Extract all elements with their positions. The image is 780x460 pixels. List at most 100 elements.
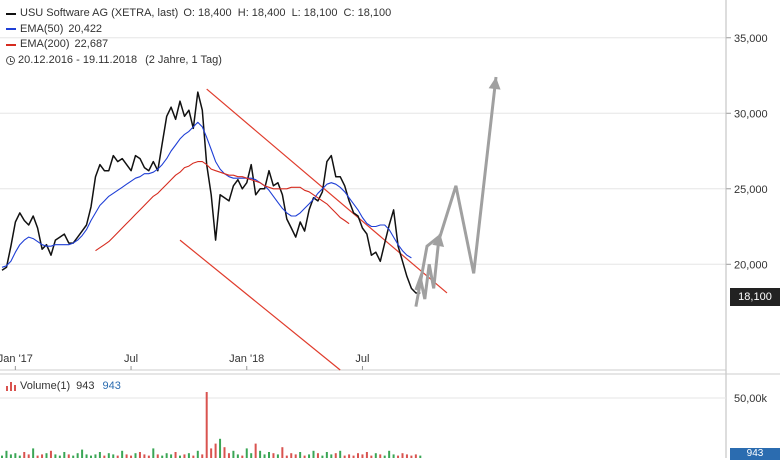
legend-instrument-row: USU Software AG (XETRA, last) O: 18,400 …	[6, 6, 391, 22]
x-tick-label-0: Jan '17	[0, 353, 33, 365]
volume-bar	[63, 452, 66, 458]
volume-bar	[41, 454, 44, 458]
ema200-line	[95, 161, 350, 252]
volume-bar	[67, 454, 70, 458]
volume-bar	[143, 454, 146, 458]
legend-ema50-row: EMA(50) 20,422	[6, 22, 391, 38]
volume-legend: Volume(1) 943 943	[6, 380, 121, 392]
volume-bar	[334, 453, 337, 458]
volume-bar	[339, 450, 342, 458]
volume-bar	[152, 448, 155, 458]
volume-bar	[165, 453, 168, 458]
projection-arrow-long	[414, 76, 498, 307]
volume-bar	[76, 453, 79, 458]
volume-icon	[6, 381, 16, 391]
volume-bar	[112, 454, 115, 458]
volume-bar	[138, 452, 141, 458]
volume-bar	[245, 448, 248, 458]
volume-bar	[419, 455, 422, 458]
volume-bar	[58, 455, 61, 458]
legend-range-detail: (2 Jahre, 1 Tag)	[145, 53, 222, 66]
volume-bar	[54, 454, 57, 458]
legend-instrument: USU Software AG (XETRA, last)	[20, 7, 179, 19]
volume-bar	[259, 450, 262, 458]
last-price-tag: 18,100	[730, 288, 780, 306]
volume-bar	[170, 454, 173, 458]
last-volume-tag: 943	[730, 448, 780, 460]
volume-bar	[183, 454, 186, 458]
projection-arrow-long-head	[488, 77, 501, 90]
volume-bar	[14, 453, 17, 458]
volume-bar	[187, 453, 190, 458]
volume-bar	[72, 455, 75, 458]
volume-bar	[241, 455, 244, 458]
volume-bar	[388, 450, 391, 458]
volume-bar	[414, 454, 417, 458]
volume-label: Volume(1)	[20, 380, 71, 392]
volume-bar	[5, 450, 8, 458]
volume-bar	[134, 453, 137, 458]
volume-bar	[98, 452, 101, 458]
volume-bar	[392, 454, 395, 458]
volume-bar	[268, 452, 270, 458]
volume-bar	[374, 453, 377, 458]
volume-bar	[236, 454, 239, 458]
legend-ema50-label: EMA(50)	[20, 22, 64, 35]
clock-icon	[6, 55, 15, 65]
volume-bar	[250, 453, 253, 458]
volume-bar	[27, 454, 30, 458]
volume-bar	[107, 453, 110, 458]
volume-bar	[161, 455, 164, 458]
volume-value-2: 943	[102, 380, 121, 392]
volume-bar	[179, 455, 181, 458]
volume-bar	[254, 443, 257, 458]
volume-bar	[214, 443, 217, 458]
volume-bar	[397, 455, 400, 458]
volume-bar	[365, 452, 368, 458]
volume-bar	[290, 453, 293, 458]
chart-legend: USU Software AG (XETRA, last) O: 18,400 …	[6, 6, 391, 68]
legend-ema50-value: 20,422	[68, 22, 103, 35]
volume-bar	[370, 455, 373, 458]
volume-bar	[196, 450, 199, 458]
volume-bar	[321, 455, 324, 458]
volume-tick-label: 50,00k	[734, 393, 768, 405]
volume-bar	[49, 450, 52, 458]
volume-bar	[201, 454, 204, 458]
legend-ema200-value: 22,687	[74, 38, 109, 50]
volume-bar	[81, 449, 84, 458]
y-tick-label-3: 35,000	[734, 33, 768, 45]
ema50-swatch	[6, 28, 16, 31]
volume-bar	[9, 454, 12, 458]
volume-bar	[90, 455, 92, 458]
volume-bar	[343, 455, 346, 458]
price-line	[1, 91, 421, 294]
volume-bar	[303, 455, 306, 458]
volume-bar	[219, 438, 222, 458]
volume-bar	[94, 454, 97, 458]
volume-bar	[205, 392, 208, 458]
volume-bar	[156, 454, 159, 458]
price-swatch	[6, 12, 16, 15]
y-tick-label-1: 25,000	[734, 184, 768, 196]
volume-bar	[299, 452, 302, 458]
legend-ema200-label: EMA(200)	[20, 38, 70, 50]
ema50-line	[1, 121, 412, 268]
volume-bar	[192, 455, 195, 458]
volume-bar	[276, 454, 279, 458]
volume-bar	[294, 454, 297, 458]
y-tick-label-2: 30,000	[734, 108, 768, 120]
volume-bar	[330, 454, 333, 458]
volume-bar	[174, 452, 177, 458]
volume-bar	[272, 453, 275, 458]
channel-line-1	[179, 239, 341, 371]
volume-bar	[401, 453, 404, 458]
volume-bar	[125, 454, 128, 458]
legend-ohlc: O: 18,400 H: 18,400 L: 18,100 C: 18,100	[183, 7, 392, 19]
legend-range: 20.12.2016 - 19.11.2018	[18, 53, 138, 66]
channel-line-0	[206, 88, 448, 294]
volume-bar	[325, 452, 328, 458]
volume-value-1: 943	[76, 380, 95, 392]
legend-ema200-row: EMA(200) 22,687	[6, 37, 391, 53]
